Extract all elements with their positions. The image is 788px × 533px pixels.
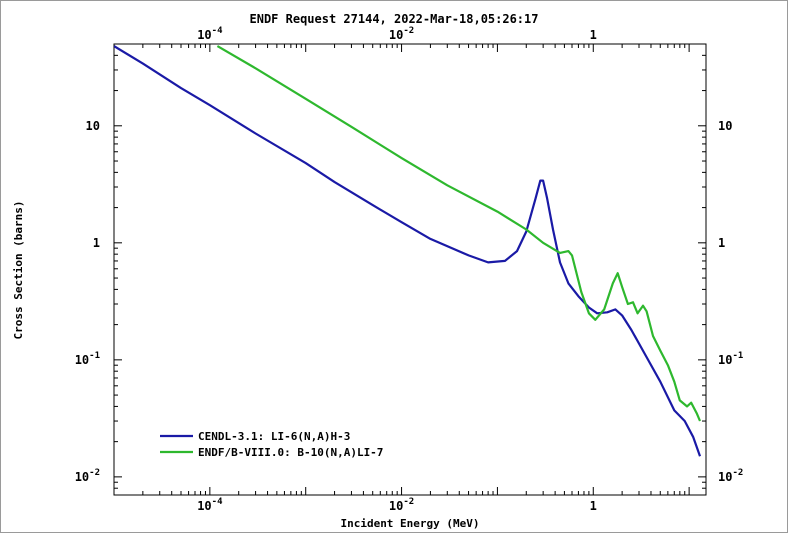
x-tick-label-top: 1 xyxy=(590,28,597,42)
series-layer xyxy=(114,45,702,457)
plot-area xyxy=(113,43,707,496)
y-axis-label: Cross Section (barns) xyxy=(12,200,25,339)
x-tick-label-top: 10-2 xyxy=(389,26,414,42)
series-line-2 xyxy=(216,45,702,422)
legend-label-2: ENDF/B-VIII.0: B-10(N,A)LI-7 xyxy=(198,446,383,459)
y-tick-label-left: 10-2 xyxy=(75,468,100,484)
chart-title: ENDF Request 27144, 2022-Mar-18,05:26:17 xyxy=(250,12,539,26)
y-tick-label-right: 1 xyxy=(718,236,725,250)
y-tick-label-right: 10-2 xyxy=(718,468,743,484)
tick-labels: 10-4 10-4 10-2 10-2 1 1 10 10 1 1 10-1 10-1 10-2 10-2 xyxy=(75,26,744,513)
x-tick-label-bottom: 10-2 xyxy=(389,497,414,513)
x-axis-label: Incident Energy (MeV) xyxy=(340,517,479,530)
x-tick-label-bottom: 1 xyxy=(590,499,597,513)
x-tick-label-top: 10-4 xyxy=(197,26,223,42)
series-line-1 xyxy=(114,45,702,457)
y-tick-label-right: 10-1 xyxy=(718,351,743,367)
x-tick-label-bottom: 10-4 xyxy=(197,497,223,513)
legend-label-1: CENDL-3.1: LI-6(N,A)H-3 xyxy=(198,430,350,443)
legend: CENDL-3.1: LI-6(N,A)H-3 ENDF/B-VIII.0: B-… xyxy=(160,430,383,459)
axis-ticks xyxy=(113,43,706,496)
y-tick-label-left: 10 xyxy=(86,119,100,133)
y-tick-label-right: 10 xyxy=(718,119,732,133)
y-tick-label-left: 1 xyxy=(93,236,100,250)
y-tick-label-left: 10-1 xyxy=(75,351,100,367)
